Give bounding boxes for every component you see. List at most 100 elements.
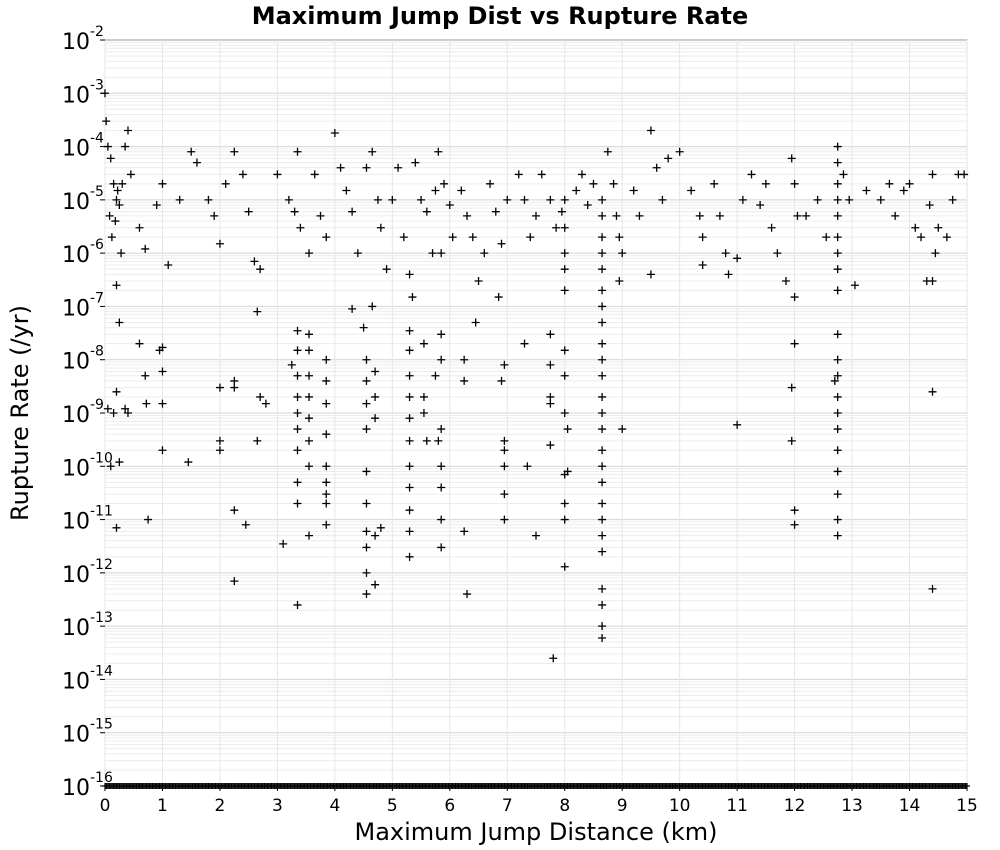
scatter-point bbox=[107, 233, 116, 242]
x-tick-label: 7 bbox=[502, 796, 513, 816]
scatter-point bbox=[583, 201, 592, 210]
scatter-point bbox=[322, 499, 331, 508]
scatter-point bbox=[598, 409, 607, 417]
scatter-point bbox=[463, 590, 472, 599]
scatter-point bbox=[440, 179, 449, 188]
scatter-point bbox=[411, 158, 420, 167]
scatter-point bbox=[296, 223, 305, 232]
x-tick-label: 4 bbox=[329, 796, 340, 816]
scatter-point bbox=[652, 163, 661, 172]
scatter-point bbox=[833, 371, 842, 380]
scatter-point bbox=[500, 360, 509, 369]
y-axis-ticks: 10-210-310-410-510-610-710-810-910 -1010-… bbox=[62, 24, 113, 801]
scatter-point bbox=[747, 170, 756, 179]
scatter-point bbox=[428, 249, 437, 258]
scatter-point bbox=[419, 409, 428, 417]
scatter-point bbox=[434, 147, 443, 156]
scatter-point bbox=[261, 399, 270, 408]
scatter-point bbox=[474, 277, 483, 286]
scatter-point bbox=[371, 531, 380, 540]
scatter-point bbox=[500, 436, 509, 445]
scatter-point bbox=[204, 195, 213, 204]
scatter-point bbox=[103, 142, 112, 151]
y-tick-label-exponent: -11 bbox=[90, 504, 113, 520]
scatter-point bbox=[293, 600, 302, 609]
scatter-point bbox=[448, 233, 457, 242]
scatter-point bbox=[373, 195, 382, 204]
scatter-point bbox=[724, 270, 733, 279]
scatter-point bbox=[121, 404, 130, 413]
scatter-point bbox=[471, 318, 480, 327]
scatter-point bbox=[405, 483, 414, 492]
scatter-point bbox=[833, 233, 842, 242]
scatter-point bbox=[833, 409, 842, 417]
scatter-point bbox=[405, 436, 414, 445]
y-tick-label-base: 10 bbox=[62, 83, 90, 108]
scatter-point bbox=[767, 223, 776, 232]
scatter-point bbox=[164, 260, 173, 269]
scatter-point bbox=[434, 436, 443, 445]
y-tick-label-base: 10 bbox=[62, 243, 90, 268]
scatter-point bbox=[215, 383, 224, 392]
scatter-point bbox=[121, 142, 130, 151]
scatter-point bbox=[293, 392, 302, 401]
scatter-point bbox=[144, 515, 153, 524]
scatter-point bbox=[546, 195, 555, 204]
x-tick-label: 12 bbox=[784, 796, 806, 816]
scatter-point bbox=[598, 478, 607, 487]
scatter-point bbox=[106, 154, 115, 163]
scatter-point bbox=[833, 531, 842, 540]
scatter-point bbox=[457, 186, 466, 195]
scatter-point bbox=[322, 520, 331, 529]
x-tick-label: 3 bbox=[272, 796, 283, 816]
scatter-point bbox=[598, 425, 607, 434]
scatter-point bbox=[106, 462, 115, 471]
x-tick-label: 11 bbox=[726, 796, 748, 816]
scatter-point bbox=[102, 117, 111, 126]
scatter-point bbox=[152, 201, 161, 210]
scatter-point bbox=[931, 249, 940, 258]
scatter-point bbox=[710, 179, 719, 188]
scatter-point bbox=[445, 201, 454, 210]
scatter-point bbox=[158, 367, 167, 376]
y-tick-label-exponent: -6 bbox=[90, 237, 104, 253]
scatter-point bbox=[126, 170, 135, 179]
scatter-point bbox=[948, 195, 957, 204]
scatter-point bbox=[305, 436, 314, 445]
scatter-point bbox=[598, 499, 607, 508]
scatter-point bbox=[250, 257, 259, 266]
scatter-point bbox=[598, 211, 607, 220]
scatter-point bbox=[408, 293, 417, 302]
scatter-point bbox=[928, 387, 937, 396]
scatter-point bbox=[405, 371, 414, 380]
scatter-point bbox=[546, 399, 555, 408]
scatter-point bbox=[112, 195, 121, 204]
scatter-point bbox=[376, 223, 385, 232]
scatter-point bbox=[322, 233, 331, 242]
scatter-point bbox=[609, 179, 618, 188]
scatter-point bbox=[560, 286, 569, 295]
scatter-point bbox=[322, 376, 331, 385]
scatter-point bbox=[293, 446, 302, 455]
scatter-point bbox=[598, 355, 607, 364]
scatter-point bbox=[293, 499, 302, 508]
scatter-point bbox=[158, 179, 167, 188]
scatter-point bbox=[371, 580, 380, 589]
scatter-point bbox=[362, 590, 371, 599]
scatter-point bbox=[362, 543, 371, 552]
scatter-point bbox=[468, 233, 477, 242]
scatter-point bbox=[687, 186, 696, 195]
y-tick-label-exponent: -12 bbox=[90, 557, 113, 573]
scatter-point bbox=[885, 179, 894, 188]
scatter-point bbox=[942, 233, 951, 242]
x-tick-label: 1 bbox=[157, 796, 168, 816]
x-tick-label: 13 bbox=[841, 796, 863, 816]
scatter-point bbox=[833, 286, 842, 295]
scatter-point bbox=[322, 430, 331, 439]
scatter-point bbox=[253, 436, 262, 445]
scatter-point bbox=[111, 217, 120, 226]
scatter-point bbox=[362, 355, 371, 364]
scatter-point bbox=[598, 547, 607, 556]
scatter-point bbox=[497, 239, 506, 248]
